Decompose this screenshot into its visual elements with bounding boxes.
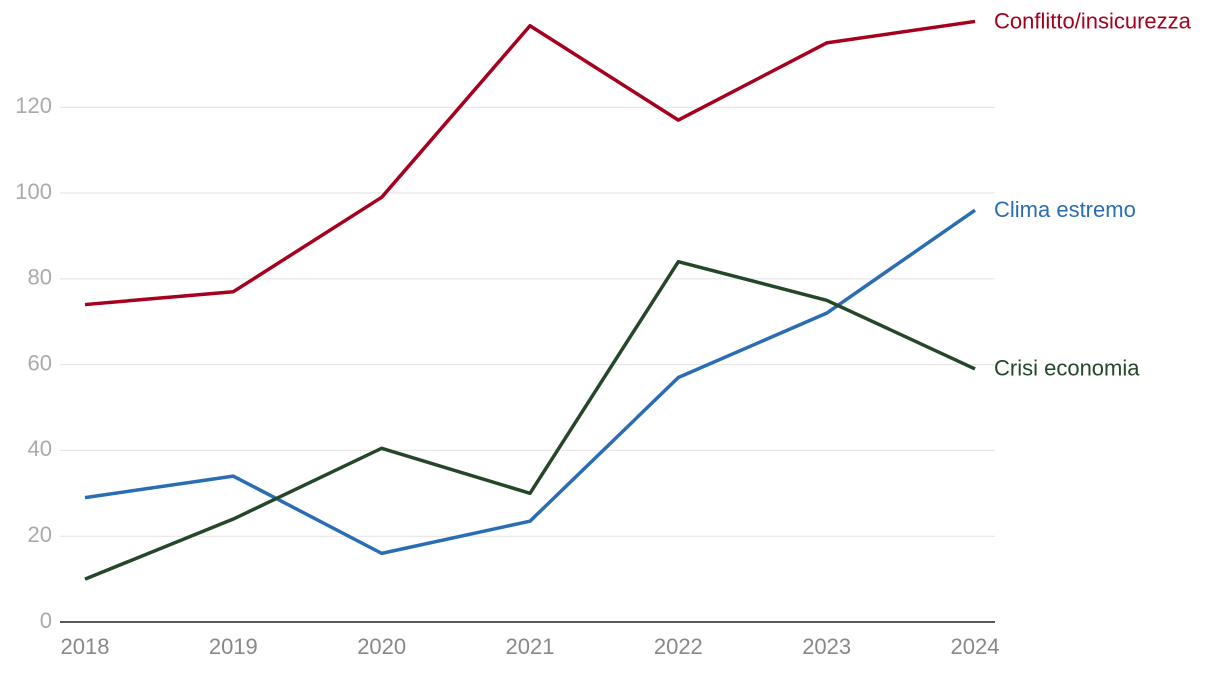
- x-tick-label: 2023: [802, 634, 851, 659]
- x-tick-label: 2020: [357, 634, 406, 659]
- x-tick-label: 2018: [61, 634, 110, 659]
- series-label: Crisi economia: [994, 356, 1140, 381]
- series-label: Clima estremo: [994, 197, 1136, 222]
- series-label: Conflitto/insicurezza: [994, 8, 1192, 33]
- x-tick-label: 2019: [209, 634, 258, 659]
- y-tick-label: 100: [15, 179, 52, 204]
- y-tick-label: 0: [40, 608, 52, 633]
- series-line: [84, 259, 976, 581]
- y-tick-label: 120: [15, 93, 52, 118]
- y-tick-label: 40: [28, 436, 52, 461]
- series-line: [84, 19, 976, 307]
- x-tick-label: 2021: [506, 634, 555, 659]
- x-tick-label: 2022: [654, 634, 703, 659]
- series-line: [84, 208, 976, 556]
- x-tick-label: 2024: [951, 634, 1000, 659]
- y-tick-label: 80: [28, 265, 52, 290]
- y-tick-label: 20: [28, 522, 52, 547]
- y-tick-label: 60: [28, 350, 52, 375]
